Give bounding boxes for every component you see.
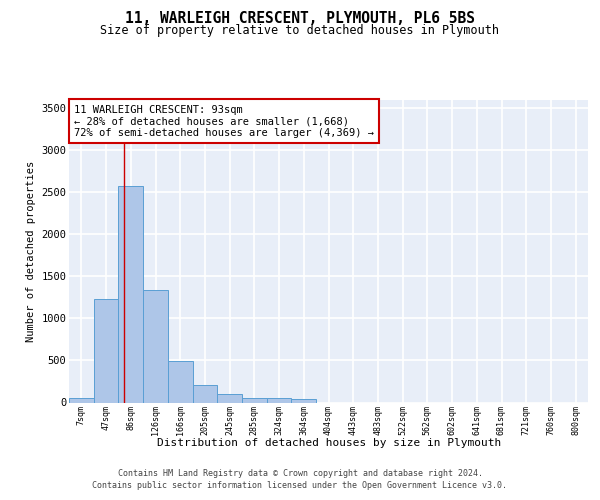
Text: Contains public sector information licensed under the Open Government Licence v3: Contains public sector information licen… <box>92 480 508 490</box>
Bar <box>168 361 193 403</box>
Text: Distribution of detached houses by size in Plymouth: Distribution of detached houses by size … <box>157 438 501 448</box>
Text: 11 WARLEIGH CRESCENT: 93sqm
← 28% of detached houses are smaller (1,668)
72% of : 11 WARLEIGH CRESCENT: 93sqm ← 28% of det… <box>74 104 374 138</box>
Bar <box>267 398 292 402</box>
Text: Contains HM Land Registry data © Crown copyright and database right 2024.: Contains HM Land Registry data © Crown c… <box>118 470 482 478</box>
Bar <box>143 290 168 403</box>
Bar <box>69 398 94 402</box>
Bar <box>118 186 143 402</box>
Bar <box>94 299 118 403</box>
Bar <box>193 385 217 402</box>
Y-axis label: Number of detached properties: Number of detached properties <box>26 160 35 342</box>
Text: Size of property relative to detached houses in Plymouth: Size of property relative to detached ho… <box>101 24 499 37</box>
Bar <box>242 398 267 402</box>
Text: 11, WARLEIGH CRESCENT, PLYMOUTH, PL6 5BS: 11, WARLEIGH CRESCENT, PLYMOUTH, PL6 5BS <box>125 11 475 26</box>
Bar <box>217 394 242 402</box>
Bar <box>292 399 316 402</box>
